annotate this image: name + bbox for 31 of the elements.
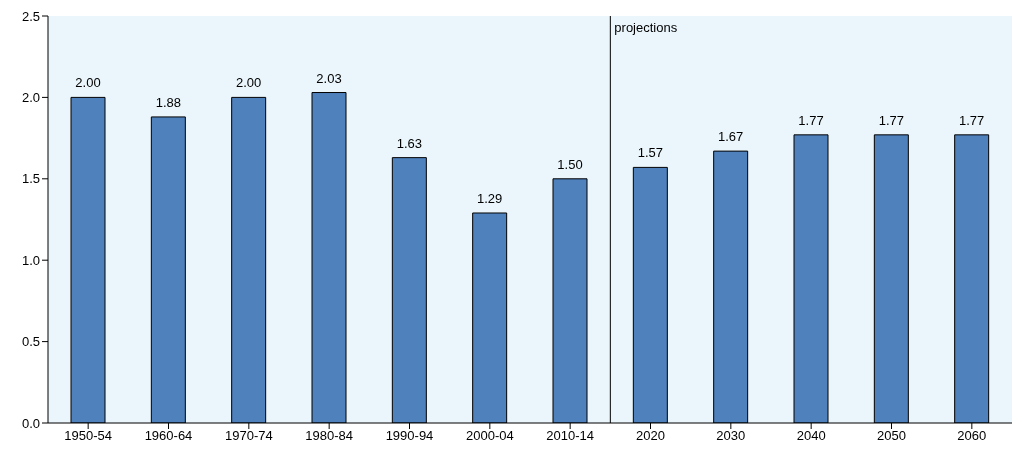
y-tick-label: 1.0 [21, 252, 40, 268]
x-tick-label: 1950-54 [64, 428, 113, 444]
data-label: 1.57 [637, 145, 663, 161]
x-tick-label: 2060 [957, 428, 987, 444]
y-tick-label: 2.5 [21, 8, 40, 24]
data-label: 1.88 [155, 94, 181, 110]
y-tick-label: 0.0 [21, 415, 40, 431]
y-tick-label: 1.5 [21, 171, 40, 187]
data-label: 2.03 [316, 70, 342, 86]
data-label: 2.00 [236, 75, 262, 91]
x-tick-label: 2050 [877, 428, 906, 444]
data-label: 1.77 [878, 112, 904, 128]
x-tick-label: 1990-94 [385, 428, 434, 444]
annotation: projections [614, 20, 678, 35]
x-tick-label: 2020 [636, 428, 665, 444]
data-label: 1.50 [557, 156, 583, 172]
x-tick-label: 2000-04 [465, 428, 514, 444]
x-tick-label: 1960-64 [144, 428, 193, 444]
data-label: 1.29 [477, 190, 503, 206]
y-tick-label: 0.5 [21, 334, 40, 350]
data-label: 1.77 [798, 112, 824, 128]
x-tick-label: 2040 [796, 428, 826, 444]
x-tick-label: 1970-74 [224, 428, 273, 444]
x-tick-label: 1980-84 [305, 428, 354, 444]
data-label: 1.67 [718, 129, 744, 145]
y-tick-label: 2.0 [21, 90, 40, 106]
x-tick-label: 2010-14 [546, 428, 595, 444]
data-label: 1.77 [959, 112, 985, 128]
x-tick-label: 2030 [716, 428, 746, 444]
data-label: 1.63 [396, 135, 422, 151]
data-label: 2.00 [75, 75, 101, 91]
